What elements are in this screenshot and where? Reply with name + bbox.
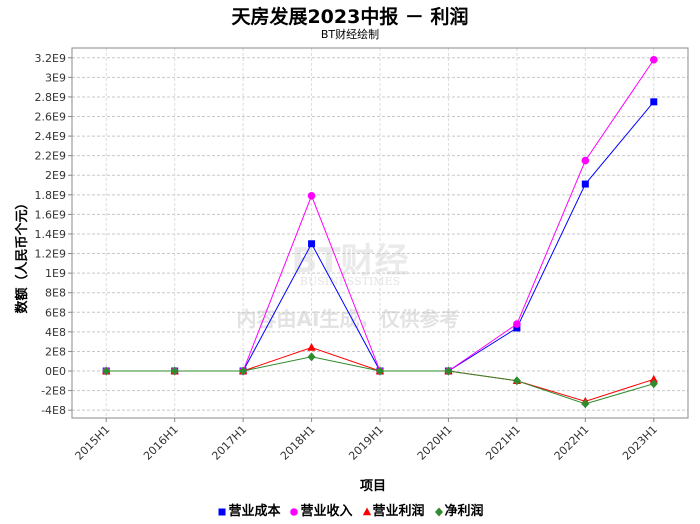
data-point xyxy=(649,374,658,383)
gridlines xyxy=(72,48,688,418)
legend: 营业成本 营业收入 营业利润 净利润 xyxy=(0,500,700,519)
legend-marker-icon xyxy=(362,507,371,515)
legend-marker xyxy=(434,507,443,516)
legend-marker-icon xyxy=(218,508,226,515)
y-tick-label: 2.4E9 xyxy=(35,130,66,143)
legend-item: 净利润 xyxy=(433,500,484,519)
watermark-brand-en: BUSINESSTIMES xyxy=(300,275,400,288)
y-tick-label: 8E8 xyxy=(45,287,66,300)
y-tick-label: 2.8E9 xyxy=(35,91,66,104)
data-point xyxy=(581,180,589,188)
data-point xyxy=(650,98,658,106)
legend-label: 营业收入 xyxy=(300,504,353,519)
data-point xyxy=(307,352,316,362)
series-4 xyxy=(102,352,658,409)
legend-marker xyxy=(218,508,226,515)
legend-item: 营业利润 xyxy=(361,500,425,519)
y-tick-label: 4E8 xyxy=(45,326,66,339)
y-tick-label: 1.4E9 xyxy=(35,228,66,241)
legend-label: 净利润 xyxy=(444,504,484,519)
y-tick-label: 2.2E9 xyxy=(35,150,66,163)
data-point xyxy=(308,240,316,248)
watermark-brand: BT财经 xyxy=(291,241,408,281)
legend-label: 营业利润 xyxy=(372,504,425,519)
data-point xyxy=(307,343,316,351)
x-tick-label: 2016H1 xyxy=(141,423,181,463)
data-point xyxy=(307,192,316,200)
y-tick-label: 1E9 xyxy=(45,267,66,280)
x-axis: 2015H1 2016H1 2017H1 2018H1 2019H1 2020H1 2021… xyxy=(73,418,660,463)
x-axis-label: 项目 xyxy=(360,479,387,494)
y-tick-label: 0E0 xyxy=(45,365,66,378)
data-point xyxy=(239,366,248,376)
data-point xyxy=(444,366,453,376)
x-tick-label: 2015H1 xyxy=(73,423,113,463)
data-point xyxy=(581,156,590,165)
y-tick-label: -4E8 xyxy=(41,404,66,417)
data-point xyxy=(649,379,658,389)
y-tick-label: 2E8 xyxy=(45,345,66,358)
data-point xyxy=(512,376,521,386)
series-group xyxy=(102,55,658,409)
y-axis-label: 数额（人民币个元） xyxy=(14,196,30,313)
y-axis-label-container: 数额（人民币个元） xyxy=(8,180,36,330)
data-point xyxy=(513,320,521,328)
y-tick-label: 3.2E9 xyxy=(35,52,66,65)
y-tick-label: 2E9 xyxy=(45,169,66,182)
legend-marker-icon xyxy=(434,507,443,516)
x-tick-label: 2023H1 xyxy=(620,423,660,463)
x-tick-label: 2017H1 xyxy=(209,423,249,463)
chart-subtitle: BT财经绘制 xyxy=(320,28,380,41)
y-tick-label: 1.2E9 xyxy=(35,248,66,261)
data-point xyxy=(170,366,179,376)
data-point xyxy=(649,55,658,64)
x-tick-label: 2022H1 xyxy=(552,423,592,463)
data-point xyxy=(102,366,111,376)
chart-title: 天房发展2023中报 － 利润 xyxy=(231,6,469,28)
y-tick-label: 1.8E9 xyxy=(35,189,66,202)
x-tick-label: 2021H1 xyxy=(483,423,523,463)
x-tick-label: 2019H1 xyxy=(346,423,386,463)
y-tick-label: 3E9 xyxy=(45,71,66,84)
legend-marker-icon xyxy=(290,507,299,516)
legend-marker xyxy=(362,507,371,515)
legend-marker xyxy=(290,507,299,516)
x-tick-label: 2018H1 xyxy=(278,423,318,463)
x-tick-label: 2020H1 xyxy=(415,423,455,463)
legend-item: 营业收入 xyxy=(288,500,353,519)
data-point xyxy=(513,324,521,332)
y-tick-label: 6E8 xyxy=(45,306,66,319)
legend-label: 营业成本 xyxy=(228,504,281,519)
y-axis: -4E8 -2E8 0E0 2E8 4E8 6E8 8E8 1E9 1.2E9 1.4E9 1.6E… xyxy=(35,52,72,417)
legend-item: 营业成本 xyxy=(216,500,280,519)
y-tick-label: 2.6E9 xyxy=(35,111,66,124)
data-point xyxy=(376,366,384,376)
data-point xyxy=(581,399,590,409)
y-tick-label: -2E8 xyxy=(41,385,66,398)
y-tick-label: 1.6E9 xyxy=(35,208,66,221)
